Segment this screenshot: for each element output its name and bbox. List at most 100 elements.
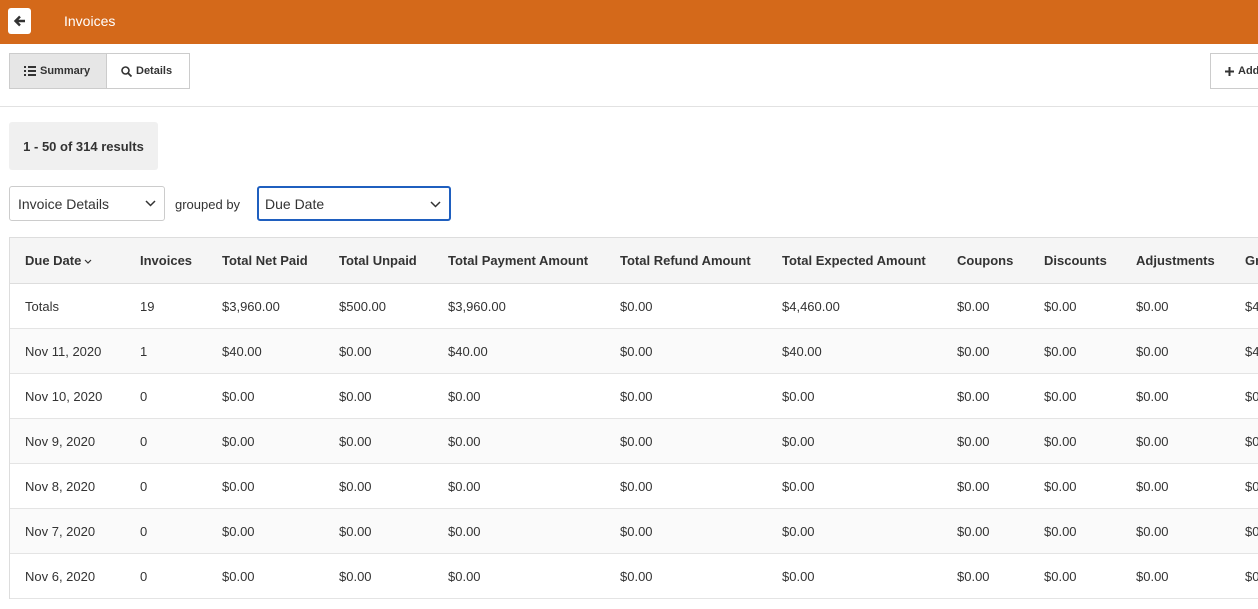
table-cell: $4 <box>1230 328 1258 374</box>
table-row: Totals 19 $3,960.00 $500.00 $3,960.00 $0.00 $4… <box>10 283 1258 329</box>
column-header: Adjustments <box>1121 238 1230 284</box>
column-header: Total Refund Amount <box>605 238 767 284</box>
add-button[interactable]: Add <box>1210 53 1258 89</box>
column-header[interactable]: Due Date <box>10 238 125 284</box>
table-cell: $0.00 <box>1121 418 1230 464</box>
table-cell: $0.00 <box>433 418 605 464</box>
table-cell: $0.00 <box>207 508 324 554</box>
column-label: Total Unpaid <box>339 253 417 268</box>
table-cell: Nov 6, 2020 <box>10 553 125 599</box>
list-icon <box>24 66 36 76</box>
table-cell: $40.00 <box>767 328 942 374</box>
search-icon <box>121 65 132 77</box>
table-cell: $0.00 <box>1121 328 1230 374</box>
table-cell: 0 <box>125 418 207 464</box>
column-header: Invoices <box>125 238 207 284</box>
table-cell: $0.00 <box>324 328 433 374</box>
back-button[interactable] <box>8 8 31 34</box>
table-cell: $0.00 <box>207 553 324 599</box>
table-row: Nov 6, 2020 0 $0.00 $0.00 $0.00 $0.00 $0.00 $0.… <box>10 553 1258 599</box>
report-value: Invoice Details <box>18 195 110 212</box>
table-cell: Nov 11, 2020 <box>10 328 125 374</box>
details-tab[interactable]: Details <box>106 53 190 89</box>
results-count: 1 - 50 of 314 results <box>9 122 158 170</box>
table-cell: $0.00 <box>942 418 1029 464</box>
header-row: Due Date Invoices Total Net Paid Total Unpa… <box>10 238 1258 284</box>
table-cell: $0.00 <box>605 418 767 464</box>
table-cell: Nov 8, 2020 <box>10 463 125 509</box>
table-cell: $0.00 <box>324 463 433 509</box>
table-cell: $0.00 <box>767 463 942 509</box>
table-cell: $0.00 <box>433 463 605 509</box>
table-cell: $0.00 <box>324 508 433 554</box>
table-cell: $0.00 <box>207 373 324 419</box>
table-body: Totals 19 $3,960.00 $500.00 $3,960.00 $0.00 $4… <box>10 283 1258 599</box>
table-row: Nov 10, 2020 0 $0.00 $0.00 $0.00 $0.00 $0.00 $0… <box>10 373 1258 419</box>
table-cell: $0.00 <box>1121 508 1230 554</box>
back-arrow <box>13 15 25 27</box>
table-cell: $0.00 <box>1121 283 1230 329</box>
group-select[interactable]: Due Date <box>257 186 451 221</box>
table-cell: $0.00 <box>324 418 433 464</box>
table-cell: 0 <box>125 373 207 419</box>
report-select[interactable]: Invoice Details <box>9 186 165 221</box>
table-cell: $40.00 <box>433 328 605 374</box>
top-bar: Invoices <box>0 0 1258 44</box>
table-cell: $0.00 <box>605 283 767 329</box>
table-cell: $500.00 <box>324 283 433 329</box>
table-cell: $0.00 <box>1029 418 1121 464</box>
table-cell: $0.00 <box>942 328 1029 374</box>
table-cell: $4,460.00 <box>767 283 942 329</box>
table-cell: $0.00 <box>1029 463 1121 509</box>
sort-icon <box>84 259 92 264</box>
table-cell: 19 <box>125 283 207 329</box>
table-cell: $0.00 <box>605 508 767 554</box>
table-cell: $0.00 <box>1121 373 1230 419</box>
table-cell: $0.00 <box>767 508 942 554</box>
table-cell: $0.00 <box>605 373 767 419</box>
column-label: Total Net Paid <box>222 253 308 268</box>
table-cell: $0.00 <box>1121 463 1230 509</box>
details-label: Details <box>136 65 173 77</box>
column-label: Due Date <box>25 253 82 268</box>
page-title: Invoices <box>64 13 116 29</box>
table-cell: $0.00 <box>605 553 767 599</box>
summary-tab[interactable]: Summary <box>9 53 107 89</box>
table-cell: $0.00 <box>433 373 605 419</box>
table-cell: $0.00 <box>942 283 1029 329</box>
table-cell: $0 <box>1230 463 1258 509</box>
table-cell: $0 <box>1230 418 1258 464</box>
table-cell: 0 <box>125 508 207 554</box>
table-cell: $0.00 <box>207 418 324 464</box>
table-cell: $0.00 <box>1029 373 1121 419</box>
table-row: Nov 11, 2020 1 $40.00 $0.00 $40.00 $0.00 $40.0… <box>10 328 1258 374</box>
table-row: Nov 9, 2020 0 $0.00 $0.00 $0.00 $0.00 $0.00 $0.… <box>10 418 1258 464</box>
add-label: Add <box>1238 65 1258 77</box>
grouped-by-label: grouped by <box>175 197 241 212</box>
table-cell: $0.00 <box>324 373 433 419</box>
column-label: Invoices <box>140 253 193 268</box>
column-label: Total Payment Amount <box>448 253 589 268</box>
column-label: Adjustments <box>1136 253 1215 268</box>
column-header: Gr <box>1230 238 1258 284</box>
table-cell: $0.00 <box>942 373 1029 419</box>
column-header: Discounts <box>1029 238 1121 284</box>
invoice-table: Due Date Invoices Total Net Paid Total Unpa… <box>10 238 1258 599</box>
table-cell: $0.00 <box>1121 553 1230 599</box>
column-label: Discounts <box>1044 253 1107 268</box>
table-cell: Nov 10, 2020 <box>10 373 125 419</box>
table-container: Due Date Invoices Total Net Paid Total Unpa… <box>9 237 1258 599</box>
column-label: Total Expected Amount <box>782 253 926 268</box>
table-cell: $0 <box>1230 508 1258 554</box>
column-label: Total Refund Amount <box>620 253 751 268</box>
table-cell: $0.00 <box>942 463 1029 509</box>
table-cell: 0 <box>125 553 207 599</box>
table-cell: 1 <box>125 328 207 374</box>
column-header: Total Net Paid <box>207 238 324 284</box>
table-cell: $0.00 <box>605 328 767 374</box>
table-cell: $0 <box>1230 373 1258 419</box>
table-row: Nov 8, 2020 0 $0.00 $0.00 $0.00 $0.00 $0.00 $0.… <box>10 463 1258 509</box>
table-cell: $4 <box>1230 283 1258 329</box>
